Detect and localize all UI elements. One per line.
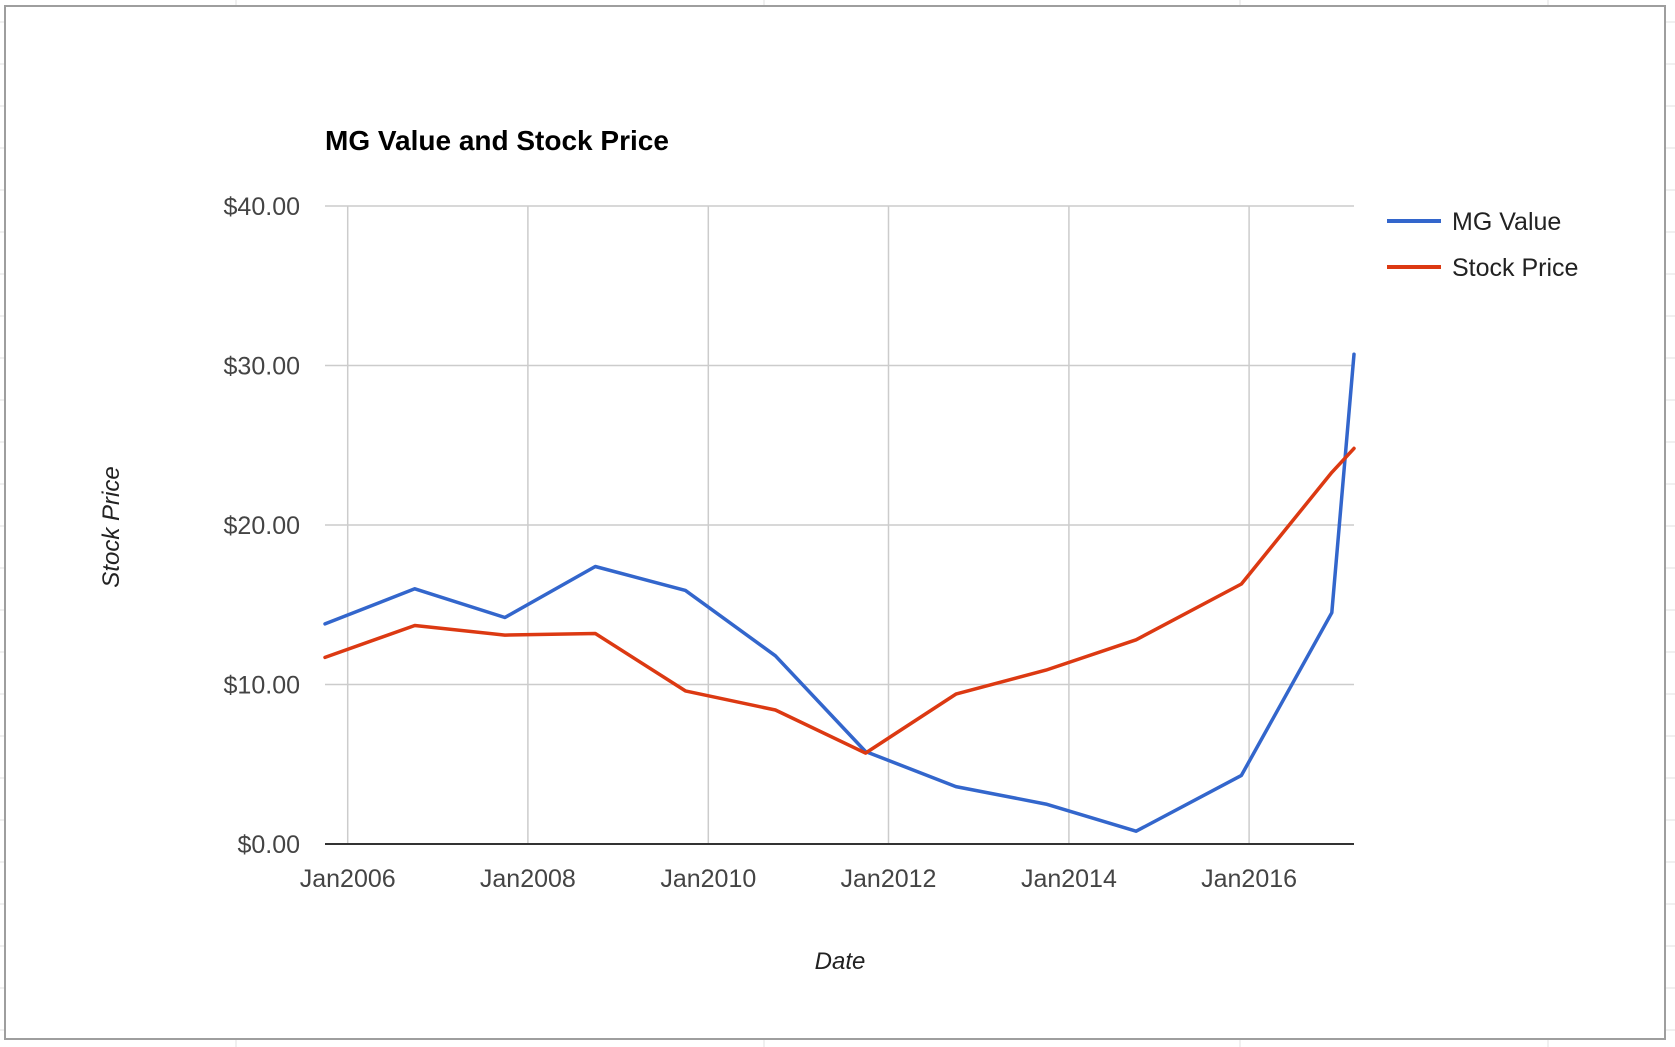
y-tick-label: $20.00 xyxy=(224,512,300,540)
y-tick-label: $10.00 xyxy=(224,672,300,700)
x-tick-label: Jan2008 xyxy=(480,865,576,893)
gridlines xyxy=(325,205,1354,844)
x-axis-ticks: Jan2006 Jan2008 Jan2010 Jan2012 Jan2014 Jan20… xyxy=(300,865,1297,893)
series-lines xyxy=(323,352,1356,833)
x-tick-label: Jan2016 xyxy=(1201,865,1297,893)
x-axis-title: Date xyxy=(815,948,866,975)
chart-title: MG Value and Stock Price xyxy=(325,125,669,156)
y-axis-ticks: $0.00 $10.00 $20.00 $30.00 $40.00 xyxy=(224,193,300,859)
y-tick-label: $40.00 xyxy=(224,193,300,221)
y-axis-title: Stock Price xyxy=(98,466,125,587)
x-tick-label: Jan2006 xyxy=(300,865,396,893)
x-tick-label: Jan2014 xyxy=(1021,865,1117,893)
legend: MG Value Stock Price xyxy=(1387,208,1578,282)
y-tick-label: $0.00 xyxy=(237,831,300,859)
x-tick-label: Jan2010 xyxy=(660,865,756,893)
series-line-mg-value[interactable] xyxy=(323,352,1356,833)
y-tick-label: $30.00 xyxy=(224,353,300,381)
legend-label[interactable]: Stock Price xyxy=(1452,254,1578,282)
legend-label[interactable]: MG Value xyxy=(1452,208,1561,236)
series-line-stock-price[interactable] xyxy=(323,446,1356,755)
line-chart: MG Value and Stock Price $0.00 $10.00 $20.… xyxy=(98,125,1578,975)
x-tick-label: Jan2012 xyxy=(841,865,937,893)
chart-container[interactable]: MG Value and Stock Price $0.00 $10.00 $20.… xyxy=(4,5,1666,1040)
